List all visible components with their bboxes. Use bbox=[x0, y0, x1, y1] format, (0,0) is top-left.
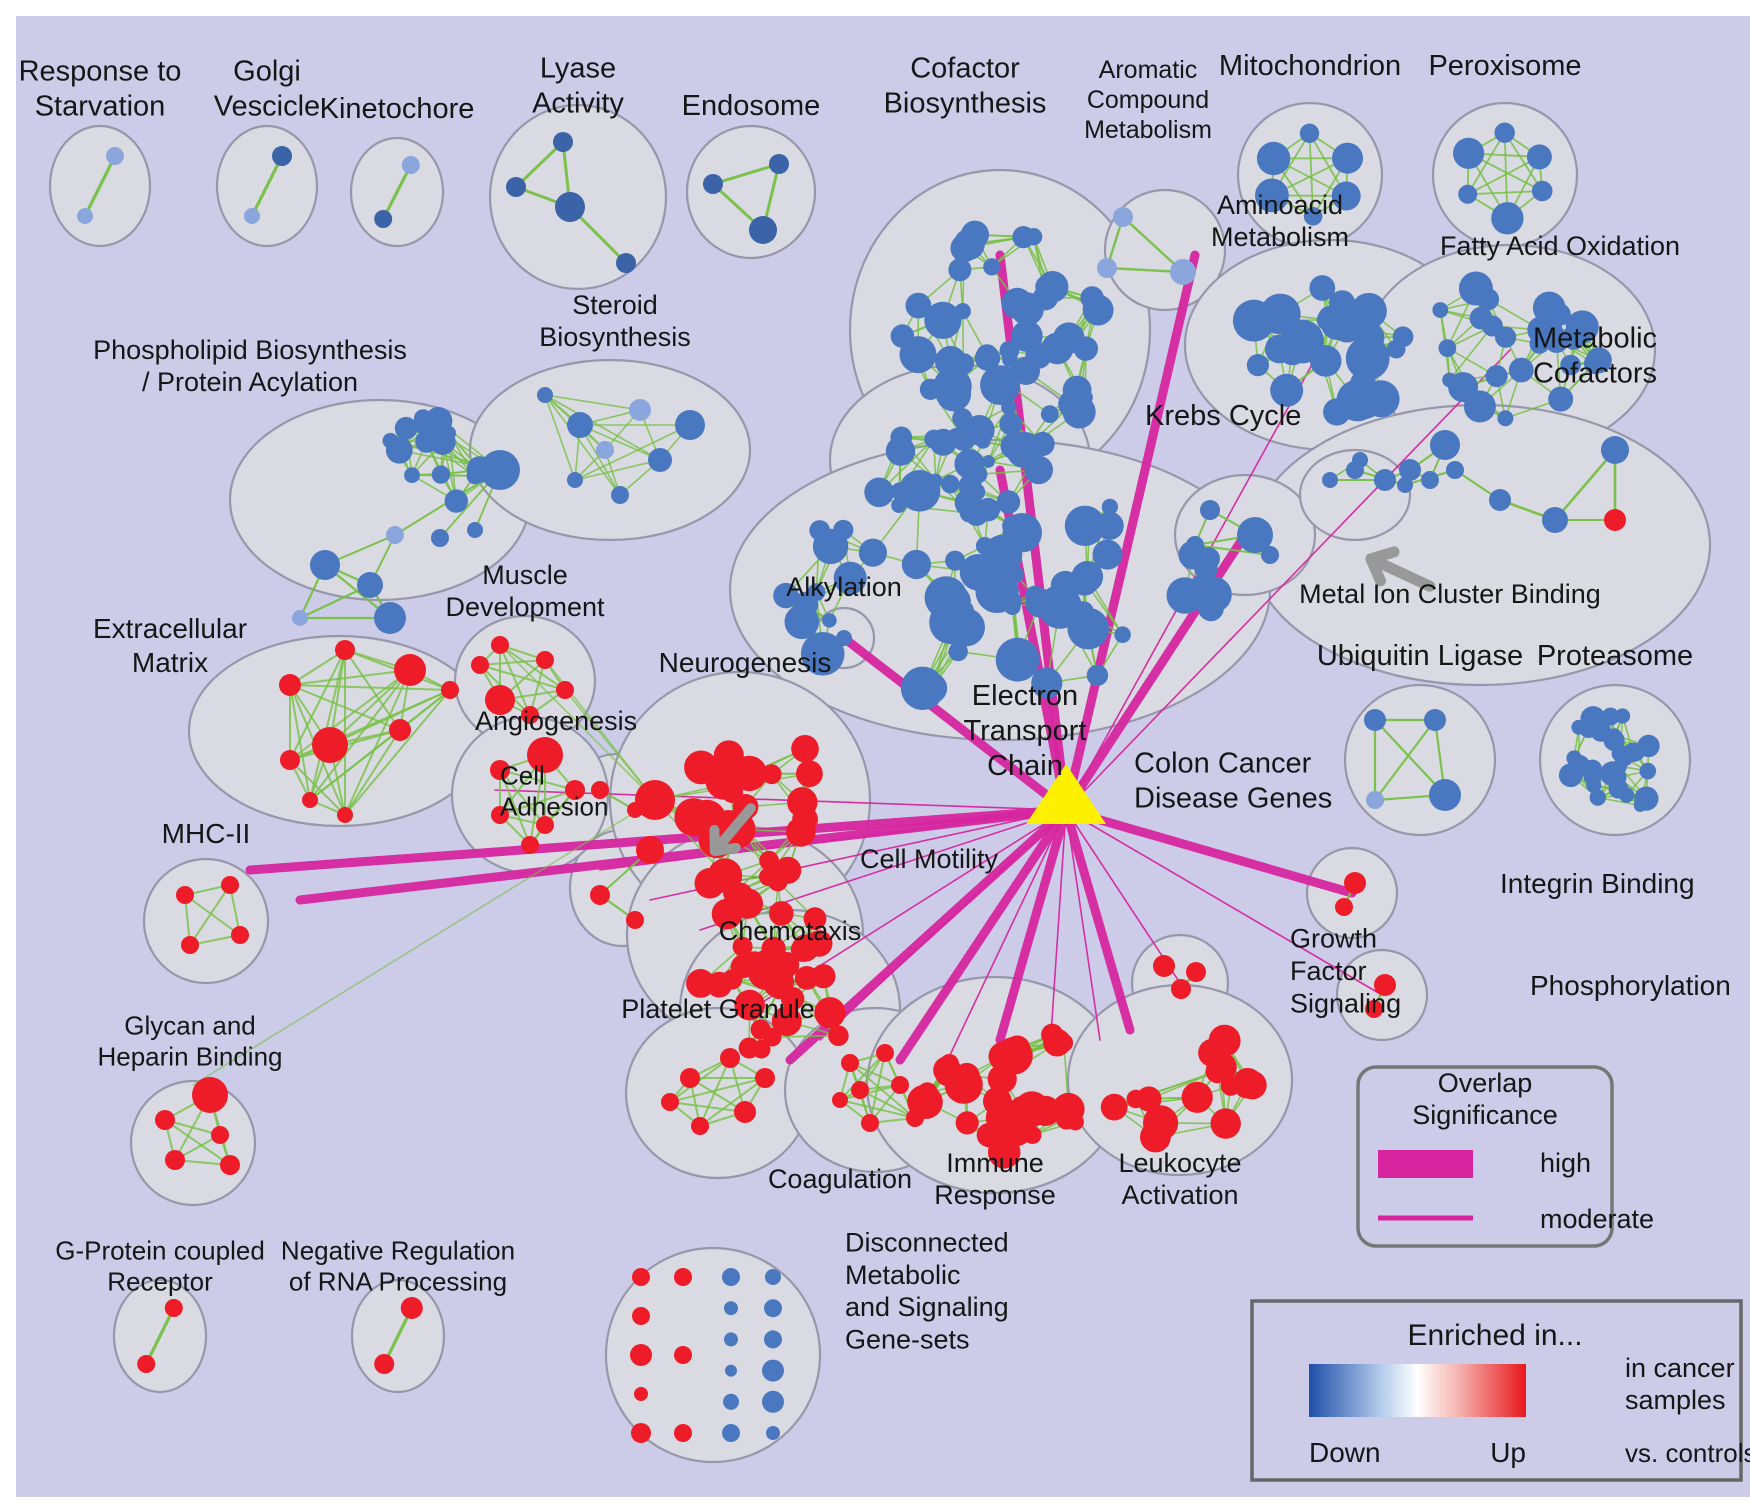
svg-text:Integrin Binding: Integrin Binding bbox=[1500, 868, 1695, 899]
svg-text:Coagulation: Coagulation bbox=[768, 1164, 912, 1194]
svg-text:Chemotaxis: Chemotaxis bbox=[719, 916, 862, 946]
svg-text:Alkylation: Alkylation bbox=[786, 572, 902, 602]
svg-text:Platelet Granule: Platelet Granule bbox=[621, 994, 815, 1024]
svg-text:Mitochondrion: Mitochondrion bbox=[1219, 50, 1401, 82]
svg-text:MHC-II: MHC-II bbox=[162, 818, 251, 849]
svg-text:Phosphorylation: Phosphorylation bbox=[1530, 970, 1731, 1001]
svg-text:Metal Ion Cluster Binding: Metal Ion Cluster Binding bbox=[1299, 579, 1601, 609]
svg-text:Kinetochore: Kinetochore bbox=[320, 93, 475, 125]
svg-text:Proteasome: Proteasome bbox=[1537, 640, 1693, 672]
svg-text:Up: Up bbox=[1490, 1437, 1526, 1468]
svg-text:Peroxisome: Peroxisome bbox=[1428, 50, 1581, 82]
svg-text:Angiogenesis: Angiogenesis bbox=[475, 706, 637, 736]
svg-text:Krebs Cycle: Krebs Cycle bbox=[1145, 400, 1301, 432]
svg-text:Ubiquitin Ligase: Ubiquitin Ligase bbox=[1317, 640, 1523, 672]
svg-text:Endosome: Endosome bbox=[682, 90, 821, 122]
svg-text:moderate: moderate bbox=[1540, 1204, 1654, 1234]
svg-text:vs. controls: vs. controls bbox=[1625, 1438, 1750, 1468]
svg-text:Cell Motility: Cell Motility bbox=[860, 844, 999, 874]
svg-text:high: high bbox=[1540, 1148, 1591, 1178]
svg-text:Down: Down bbox=[1309, 1437, 1381, 1468]
svg-text:Fatty Acid Oxidation: Fatty Acid Oxidation bbox=[1440, 231, 1680, 261]
svg-text:Enriched in...: Enriched in... bbox=[1407, 1319, 1582, 1352]
svg-text:Neurogenesis: Neurogenesis bbox=[659, 647, 832, 678]
